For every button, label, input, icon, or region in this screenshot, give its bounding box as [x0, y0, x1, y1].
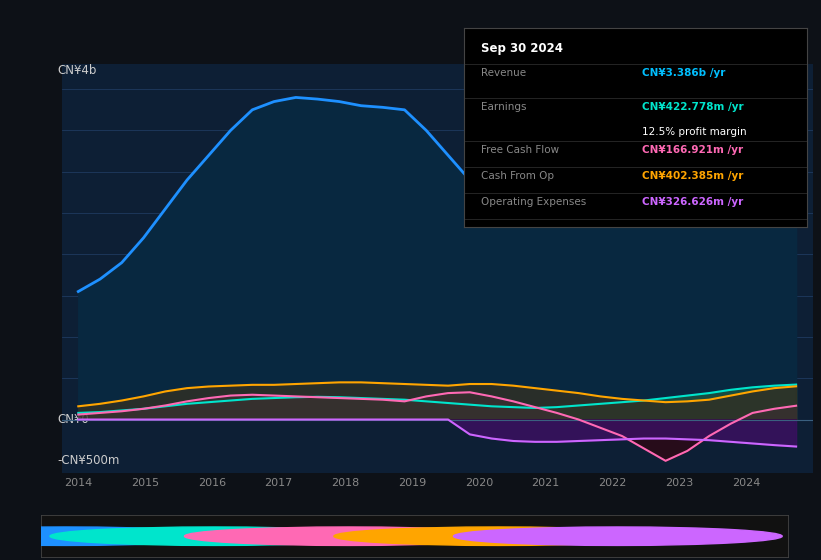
Circle shape — [453, 527, 782, 545]
Text: Revenue: Revenue — [80, 531, 129, 541]
Text: Operating Expenses: Operating Expenses — [481, 197, 586, 207]
Text: Free Cash Flow: Free Cash Flow — [364, 531, 447, 541]
Text: 12.5% profit margin: 12.5% profit margin — [642, 128, 747, 137]
Text: CN¥4b: CN¥4b — [57, 64, 97, 77]
Text: CN¥402.385m /yr: CN¥402.385m /yr — [642, 171, 744, 181]
Circle shape — [50, 527, 378, 545]
Text: -CN¥500m: -CN¥500m — [57, 454, 120, 467]
Text: CN¥3.386b /yr: CN¥3.386b /yr — [642, 68, 726, 78]
Text: CN¥0: CN¥0 — [57, 413, 89, 426]
Text: CN¥166.921m /yr: CN¥166.921m /yr — [642, 145, 744, 155]
Text: Cash From Op: Cash From Op — [513, 531, 591, 541]
Circle shape — [0, 527, 229, 545]
Circle shape — [334, 527, 663, 545]
Circle shape — [185, 527, 513, 545]
Text: CN¥422.778m /yr: CN¥422.778m /yr — [642, 101, 744, 111]
Text: Operating Expenses: Operating Expenses — [633, 531, 745, 541]
Text: Sep 30 2024: Sep 30 2024 — [481, 42, 563, 55]
Text: Earnings: Earnings — [481, 101, 526, 111]
Text: Free Cash Flow: Free Cash Flow — [481, 145, 559, 155]
Text: CN¥326.626m /yr: CN¥326.626m /yr — [642, 197, 744, 207]
Text: Earnings: Earnings — [229, 531, 277, 541]
Text: Cash From Op: Cash From Op — [481, 171, 554, 181]
Text: Revenue: Revenue — [481, 68, 526, 78]
